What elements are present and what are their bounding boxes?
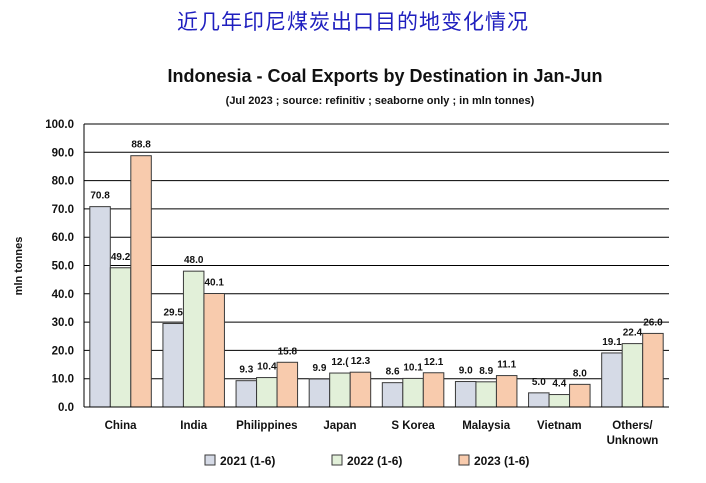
data-label: 10.1 bbox=[403, 362, 423, 373]
bar-2021 bbox=[381, 382, 404, 408]
bar-2022 bbox=[548, 394, 571, 408]
data-label: 15.8 bbox=[278, 346, 298, 357]
chart-title: Indonesia - Coal Exports by Destination … bbox=[167, 66, 602, 86]
data-label: 8.6 bbox=[386, 367, 400, 378]
bar-2021 bbox=[235, 380, 258, 408]
y-tick-label: 60.0 bbox=[52, 232, 74, 244]
y-tick-label: 100.0 bbox=[45, 119, 74, 131]
legend-label: 2023 (1-6) bbox=[474, 454, 529, 468]
bar-2021 bbox=[601, 352, 623, 408]
data-label: 5.0 bbox=[532, 377, 546, 388]
y-tick-label: 10.0 bbox=[52, 374, 74, 386]
x-axis-categories: China India Philippines Japan S Korea Malaysi… bbox=[105, 420, 659, 447]
legend-swatch bbox=[458, 454, 470, 466]
bar-2023 bbox=[203, 293, 225, 408]
data-label: 19.1 bbox=[602, 337, 622, 348]
x-category-label: S Korea bbox=[391, 420, 435, 432]
x-category-label: India bbox=[180, 420, 207, 432]
x-category-label: Japan bbox=[323, 420, 356, 432]
bar-2022 bbox=[621, 343, 644, 408]
data-label: 8.9 bbox=[479, 366, 493, 377]
bar-2023 bbox=[422, 372, 445, 408]
bar-2022 bbox=[182, 270, 205, 408]
data-label: 11.1 bbox=[497, 360, 516, 371]
gridlines bbox=[84, 123, 669, 380]
data-label: 88.8 bbox=[131, 140, 151, 151]
data-label: 29.5 bbox=[163, 308, 183, 319]
y-tick-label: 90.0 bbox=[52, 147, 74, 159]
bar-2023 bbox=[642, 332, 664, 408]
legend-label: 2022 (1-6) bbox=[347, 454, 402, 468]
bar-2021 bbox=[308, 378, 331, 408]
bar-2022 bbox=[329, 372, 351, 408]
data-label: 9.3 bbox=[239, 365, 253, 376]
x-category-label: Others/Unknown bbox=[607, 420, 659, 447]
x-category-label: Vietnam bbox=[537, 420, 582, 432]
bar-2021 bbox=[528, 392, 550, 408]
bar-2023 bbox=[349, 371, 372, 408]
data-label: 9.0 bbox=[459, 366, 473, 377]
x-category-label: Malaysia bbox=[462, 420, 511, 432]
data-label: 70.8 bbox=[90, 191, 110, 202]
bar-2021 bbox=[89, 206, 111, 408]
x-category-label: China bbox=[105, 420, 138, 432]
data-label: 12.( bbox=[331, 357, 349, 368]
legend-label: 2021 (1-6) bbox=[220, 454, 275, 468]
bar-2022 bbox=[256, 377, 278, 408]
data-label: 26.0 bbox=[643, 317, 663, 328]
bar-2022 bbox=[475, 381, 497, 408]
data-label: 12.3 bbox=[351, 356, 371, 367]
y-tick-label: 70.0 bbox=[52, 204, 74, 216]
bar-2021 bbox=[162, 323, 184, 408]
y-tick-label: 20.0 bbox=[52, 345, 74, 357]
data-label: 22.4 bbox=[623, 328, 643, 339]
page-title: 近几年印尼煤炭出口目的地变化情况 bbox=[177, 10, 529, 34]
bar-2023 bbox=[569, 383, 591, 408]
legend: 2021 (1-6) 2022 (1-6) 2023 (1-6) bbox=[204, 454, 529, 468]
bar-2022 bbox=[402, 377, 424, 408]
y-tick-label: 30.0 bbox=[52, 317, 74, 329]
y-tick-label: 0.0 bbox=[58, 402, 74, 414]
y-tick-label: 40.0 bbox=[52, 289, 74, 301]
bar-2023 bbox=[495, 375, 518, 408]
axes bbox=[83, 124, 669, 408]
data-label: 9.9 bbox=[312, 363, 326, 374]
data-label: 8.0 bbox=[573, 368, 587, 379]
bar-2023 bbox=[130, 155, 152, 408]
legend-swatch bbox=[204, 454, 216, 466]
data-labels: 70.8 49.2 88.8 29.5 48.0 40.1 9.3 10.415.8 9.9 12… bbox=[90, 140, 663, 390]
y-axis-label: mln tonnes bbox=[13, 237, 25, 296]
y-tick-label: 80.0 bbox=[52, 176, 74, 188]
bar-2022 bbox=[109, 267, 132, 408]
data-label: 4.4 bbox=[552, 379, 566, 390]
chart-subtitle: (Jul 2023 ; source: refinitiv ; seaborne… bbox=[226, 95, 535, 107]
y-tick-label: 50.0 bbox=[52, 261, 74, 273]
legend-swatch bbox=[331, 454, 343, 466]
bar-2021 bbox=[454, 381, 477, 408]
bars bbox=[89, 155, 664, 408]
data-label: 12.1 bbox=[424, 357, 444, 368]
x-category-label: Philippines bbox=[236, 420, 297, 432]
data-label: 49.2 bbox=[111, 252, 131, 263]
bar-2023 bbox=[276, 361, 299, 408]
y-axis-ticks: 0.0 10.0 20.0 30.0 40.0 50.0 60.0 70.0 80.0 90.0 1… bbox=[45, 119, 74, 414]
data-label: 40.1 bbox=[204, 278, 224, 289]
data-label: 10.4 bbox=[257, 362, 277, 373]
data-label: 48.0 bbox=[184, 255, 204, 266]
